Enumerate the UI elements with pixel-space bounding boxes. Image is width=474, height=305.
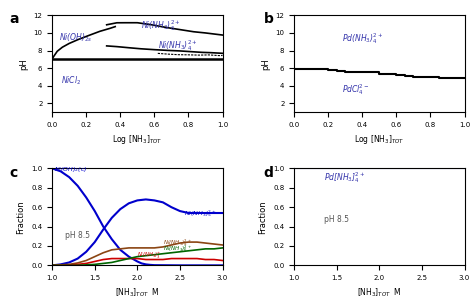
Text: Ni(OH)$_{2s}$: Ni(OH)$_{2s}$: [59, 32, 92, 44]
X-axis label: [NH$_3$]$_{TOT}$  M: [NH$_3$]$_{TOT}$ M: [115, 287, 160, 299]
Text: d: d: [264, 166, 273, 180]
Text: Ni(NH$_3$)$_5^{2+}$: Ni(NH$_3$)$_5^{2+}$: [184, 208, 217, 219]
Text: b: b: [264, 12, 273, 26]
Text: Pd[NH$_3$]$_4^{2+}$: Pd[NH$_3$]$_4^{2+}$: [324, 170, 365, 185]
X-axis label: Log [NH$_3$]$_{TOT}$: Log [NH$_3$]$_{TOT}$: [112, 134, 163, 146]
Text: PdCl$_4^{2-}$: PdCl$_4^{2-}$: [342, 82, 369, 97]
Text: Ni(NH$_3$)$_4^{2+}$: Ni(NH$_3$)$_4^{2+}$: [163, 237, 192, 248]
Text: pH 8.5: pH 8.5: [324, 215, 349, 224]
Y-axis label: Fraction: Fraction: [259, 200, 268, 234]
X-axis label: [NH$_3$]$_{TOT}$  M: [NH$_3$]$_{TOT}$ M: [357, 287, 401, 299]
Text: NiCl$_2$: NiCl$_2$: [61, 75, 81, 88]
Text: c: c: [9, 166, 18, 180]
Text: a: a: [9, 12, 19, 26]
Text: Ni(NH$_3$)$_3^{+}$: Ni(NH$_3$)$_3^{+}$: [137, 250, 162, 260]
Y-axis label: Fraction: Fraction: [17, 200, 26, 234]
Y-axis label: pH: pH: [261, 58, 270, 70]
Text: pH 8.5: pH 8.5: [65, 231, 90, 240]
Text: Ni(OH)$_2$(c): Ni(OH)$_2$(c): [54, 165, 87, 174]
Text: Ni(NH$_3$)$_4^{2+}$: Ni(NH$_3$)$_4^{2+}$: [158, 38, 197, 53]
Text: Ni(NH$_3$)$_6^{2+}$: Ni(NH$_3$)$_6^{2+}$: [163, 243, 192, 254]
Text: Pd(NH$_3$)$_4^{2+}$: Pd(NH$_3$)$_4^{2+}$: [342, 31, 383, 46]
Text: Ni(NH$_3$)$_6^{2+}$: Ni(NH$_3$)$_6^{2+}$: [141, 18, 180, 33]
X-axis label: Log [NH$_3$]$_{TOT}$: Log [NH$_3$]$_{TOT}$: [354, 134, 404, 146]
Y-axis label: pH: pH: [19, 58, 28, 70]
